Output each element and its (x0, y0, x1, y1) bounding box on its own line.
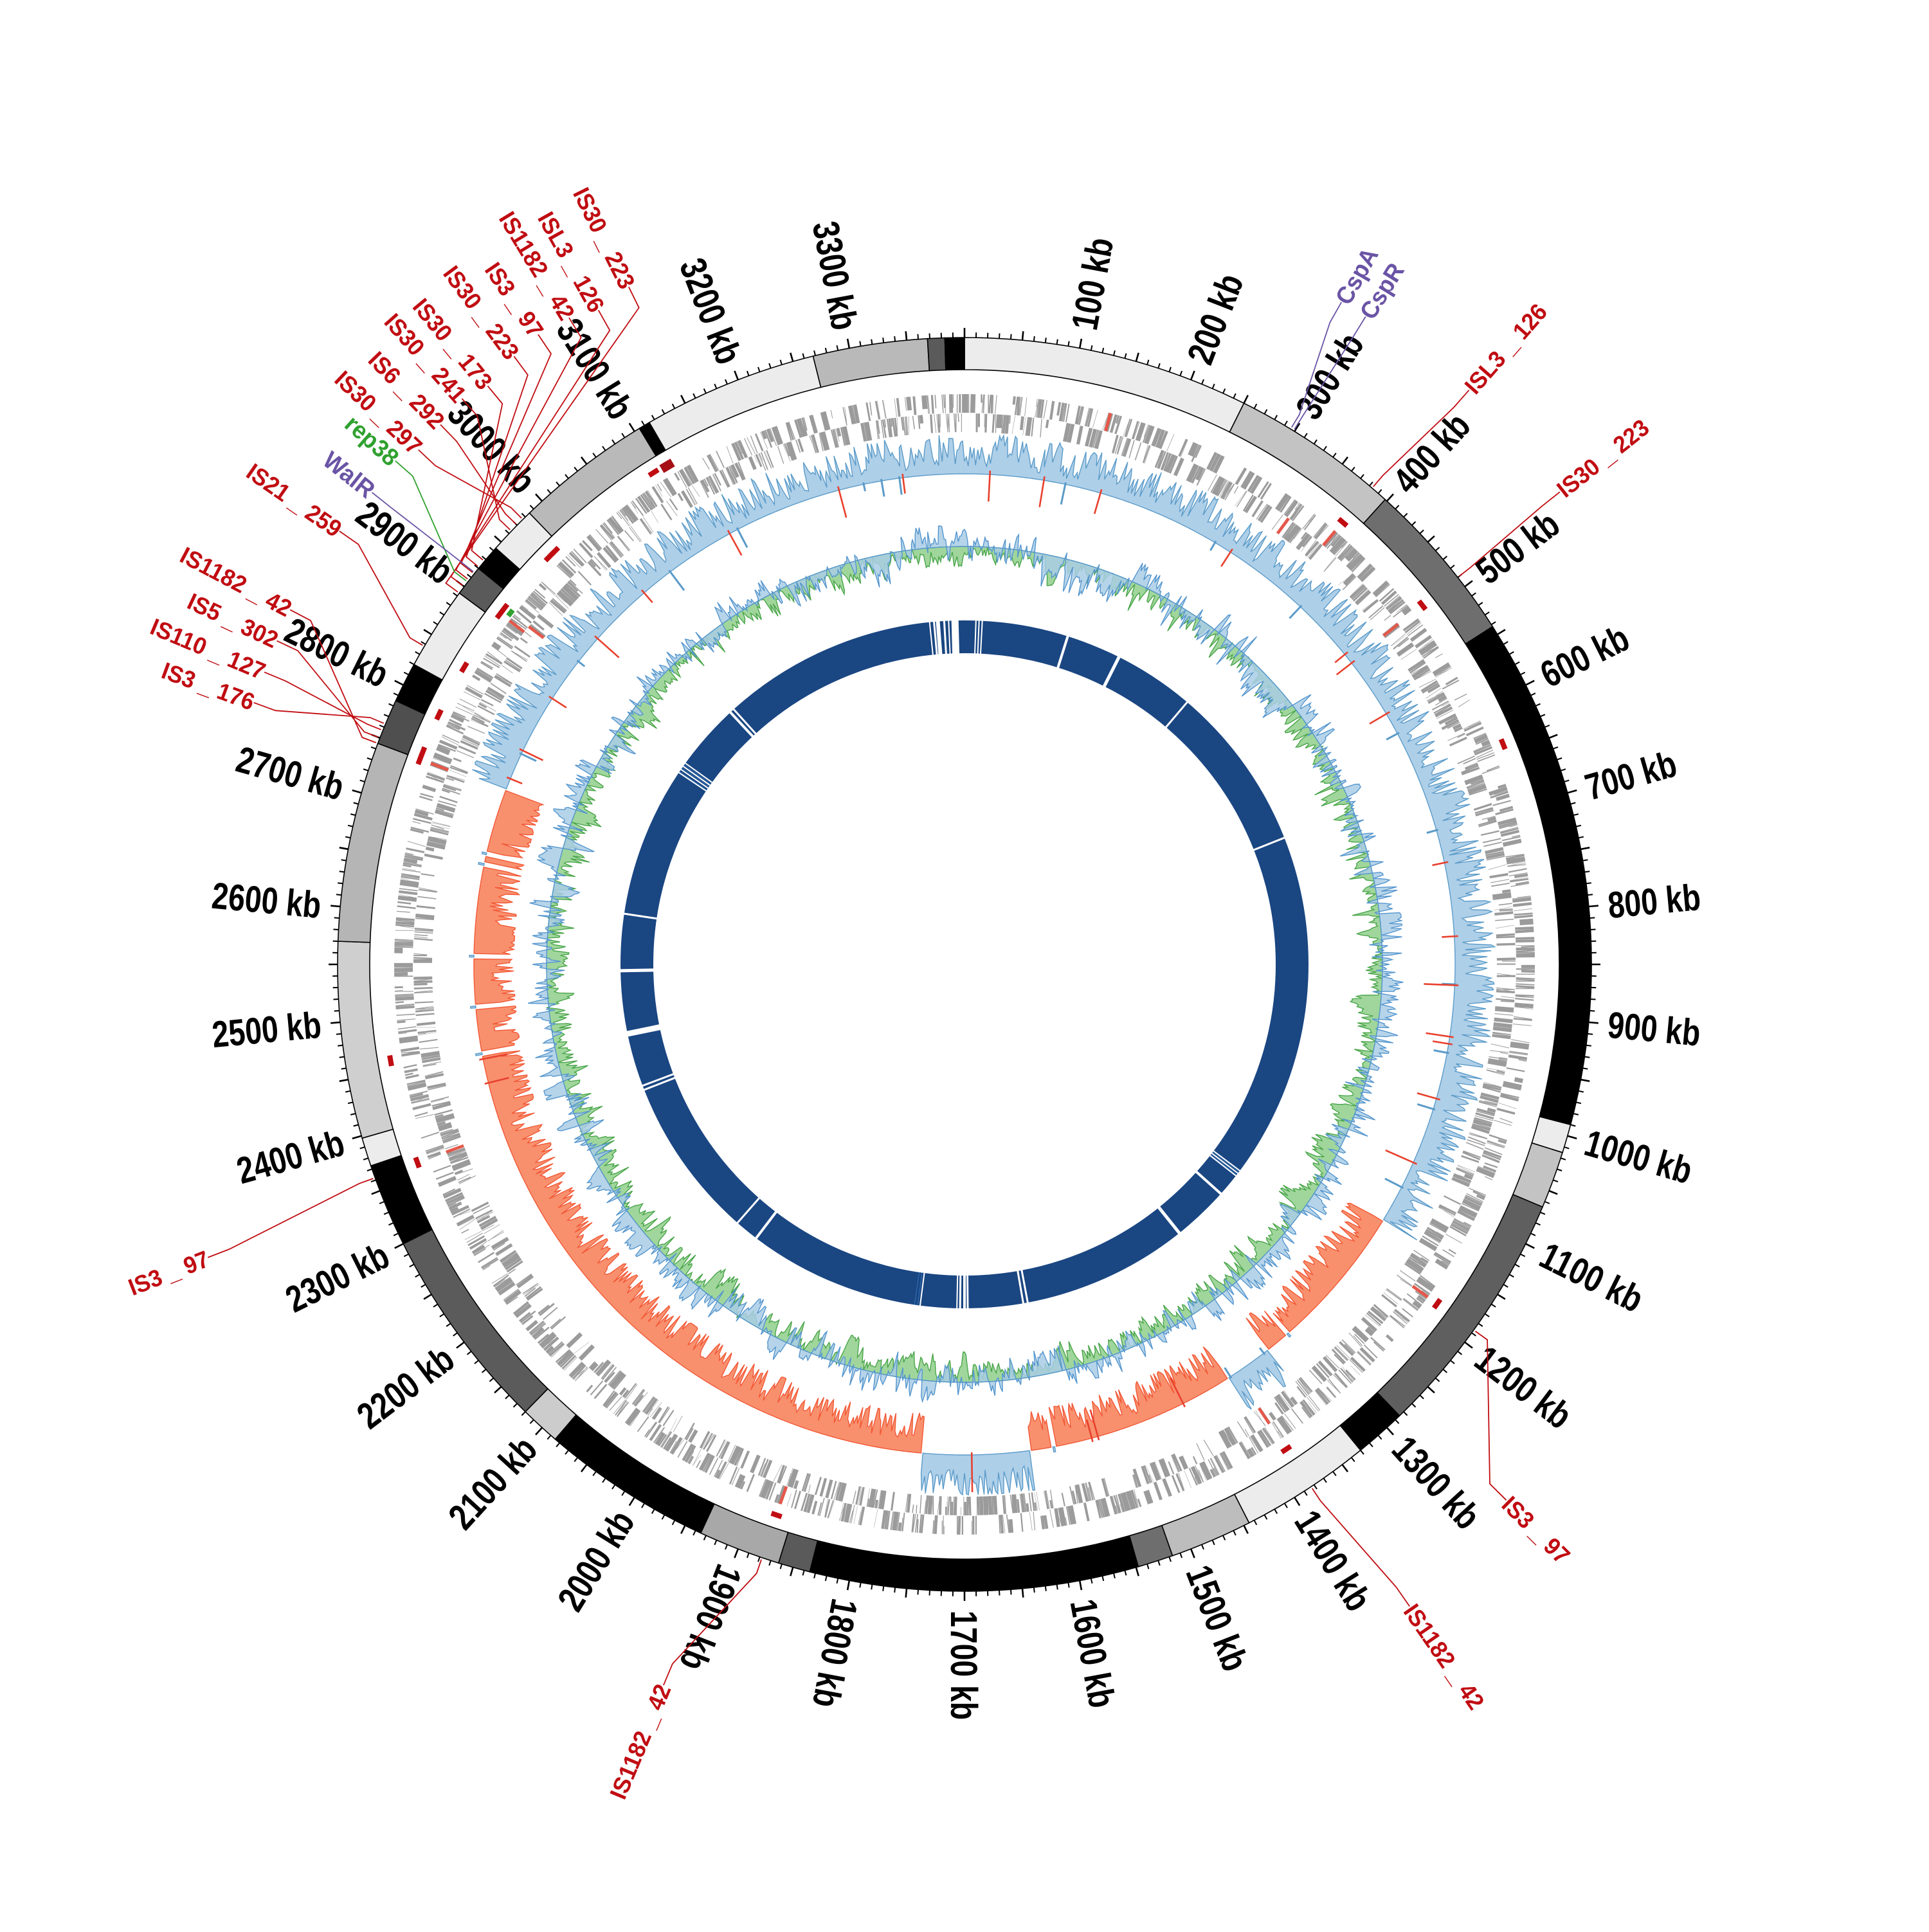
svg-text:900 kb: 900 kb (1606, 1004, 1703, 1054)
svg-text:800 kb: 800 kb (1606, 876, 1703, 926)
svg-text:2500 kb: 2500 kb (210, 1004, 323, 1056)
svg-text:1700 kb: 1700 kb (943, 1611, 984, 1720)
svg-text:2600 kb: 2600 kb (210, 875, 323, 926)
